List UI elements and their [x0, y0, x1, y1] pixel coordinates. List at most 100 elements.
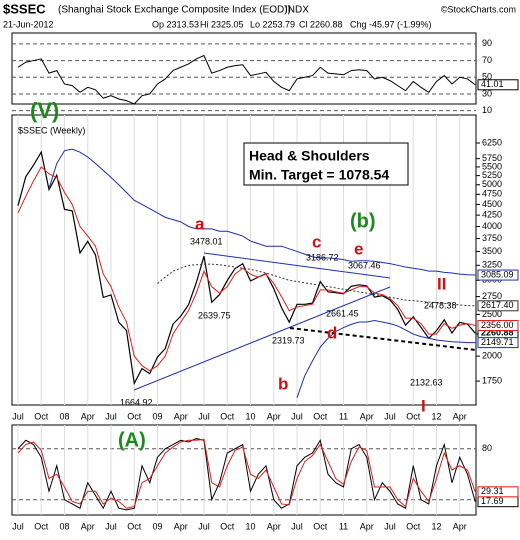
x-tick-label: Jul: [291, 521, 303, 531]
exchange: INDX: [285, 5, 309, 16]
y-tick-label: 3500: [482, 246, 502, 256]
y-tick-label: 10: [482, 105, 492, 115]
last-value-box: [477, 269, 519, 281]
annotation: 1664.92: [120, 397, 153, 407]
trendline: [133, 286, 391, 391]
x-tick-label: Oct: [220, 521, 235, 531]
x-tick-label: Oct: [406, 521, 421, 531]
trendline: [289, 327, 477, 351]
series-line: [17, 150, 476, 386]
y-tick-label: 4250: [482, 210, 502, 220]
y-tick-label: 6250: [482, 137, 502, 147]
last-value-box: [477, 337, 519, 349]
y-tick-label: 4750: [482, 189, 502, 199]
high: Hi 2325.05: [200, 19, 244, 29]
series-line: [17, 166, 476, 372]
x-tick-label: Jul: [105, 521, 117, 531]
series-line: [17, 438, 476, 511]
annotation: 3186.72: [306, 252, 339, 262]
credit: ©StockCharts.com: [441, 4, 516, 14]
x-tick-label: Jul: [12, 411, 24, 421]
change: Chg -45.97 (-1.99%): [350, 19, 432, 29]
annotation: 2639.75: [198, 310, 231, 320]
rsi-frame: [11, 32, 477, 105]
annotation: 2478.38: [424, 300, 457, 310]
x-tick-label: Oct: [313, 411, 328, 421]
x-tick-label: Apr: [174, 521, 188, 531]
annotation: I: [421, 396, 426, 415]
y-tick-label: 80: [482, 443, 492, 453]
x-tick-label: 11: [339, 521, 348, 531]
annotation: 2661.45: [326, 308, 359, 318]
legend: $SSEC (Weekly): [18, 125, 85, 135]
callout: Min. Target = 1078.54: [249, 167, 389, 183]
price-frame: [11, 114, 477, 406]
series-line: [48, 148, 476, 276]
x-tick-label: 11: [339, 411, 348, 421]
x-tick-label: Oct: [220, 411, 235, 421]
y-tick-label: 50: [482, 72, 492, 82]
series-line: [157, 263, 476, 307]
y-tick-label: 3250: [482, 260, 502, 270]
x-tick-label: 09: [152, 411, 162, 421]
stoch-frame: [11, 424, 477, 516]
last-value-label: 3085.09: [481, 269, 514, 279]
last-value-label: 2149.71: [481, 337, 514, 347]
last-value-box: [477, 300, 519, 312]
x-tick-label: Jul: [384, 521, 396, 531]
x-tick-label: Jul: [12, 521, 24, 531]
y-tick-label: 5250: [482, 170, 502, 180]
x-tick-label: 12: [431, 521, 441, 531]
x-tick-label: Apr: [81, 411, 95, 421]
x-tick-label: Jul: [384, 411, 396, 421]
x-tick-label: Apr: [360, 411, 374, 421]
y-tick-label: 5500: [482, 161, 502, 171]
x-tick-label: Apr: [267, 521, 281, 531]
last-value-box: [477, 79, 519, 91]
last-value-box: [477, 486, 519, 498]
x-tick-label: Oct: [313, 521, 328, 531]
x-tick-label: Apr: [267, 411, 281, 421]
y-tick-label: 4500: [482, 199, 502, 209]
x-tick-label: Jul: [291, 411, 303, 421]
annotation: 3067.46: [348, 260, 381, 270]
x-tick-label: Oct: [34, 521, 49, 531]
annotation: 2132.63: [410, 377, 443, 387]
x-tick-label: Jul: [198, 521, 210, 531]
annotation: c: [312, 232, 321, 251]
annotation: a: [195, 214, 205, 233]
y-tick-label: 90: [482, 38, 492, 48]
low: Lo 2253.79: [250, 19, 295, 29]
y-tick-label: 30: [482, 88, 492, 98]
y-tick-label: 2750: [482, 291, 502, 301]
last-value-label: 2356.00: [481, 320, 514, 330]
series-line: [17, 54, 476, 105]
trendline: [203, 252, 391, 279]
x-tick-label: Apr: [360, 521, 374, 531]
annotation: (A): [118, 429, 146, 451]
x-tick-label: Jul: [198, 411, 210, 421]
last-value-label: 2260.88: [481, 328, 514, 338]
x-tick-label: 08: [59, 411, 69, 421]
annotation: e: [354, 239, 363, 258]
close: Cl 2260.88: [299, 19, 343, 29]
series-line: [17, 438, 476, 509]
y-tick-label: 70: [482, 55, 492, 65]
last-value-box: [477, 319, 519, 331]
y-tick-label: 1750: [482, 375, 502, 385]
x-tick-label: Apr: [81, 521, 95, 531]
last-value-label: 41.01: [481, 79, 504, 89]
x-tick-label: Apr: [453, 521, 467, 531]
callout: Head & Shoulders: [249, 148, 370, 164]
symbol: $SSEC: [3, 1, 46, 16]
last-value-label: 2617.40: [481, 300, 514, 310]
x-tick-label: 08: [59, 521, 69, 531]
y-tick-label: 5750: [482, 153, 502, 163]
x-tick-label: Oct: [127, 411, 142, 421]
annotation: II: [437, 274, 446, 293]
x-tick-label: Oct: [127, 521, 142, 531]
series-line: [296, 319, 476, 399]
x-tick-label: Apr: [174, 411, 188, 421]
x-tick-label: 12: [431, 411, 441, 421]
